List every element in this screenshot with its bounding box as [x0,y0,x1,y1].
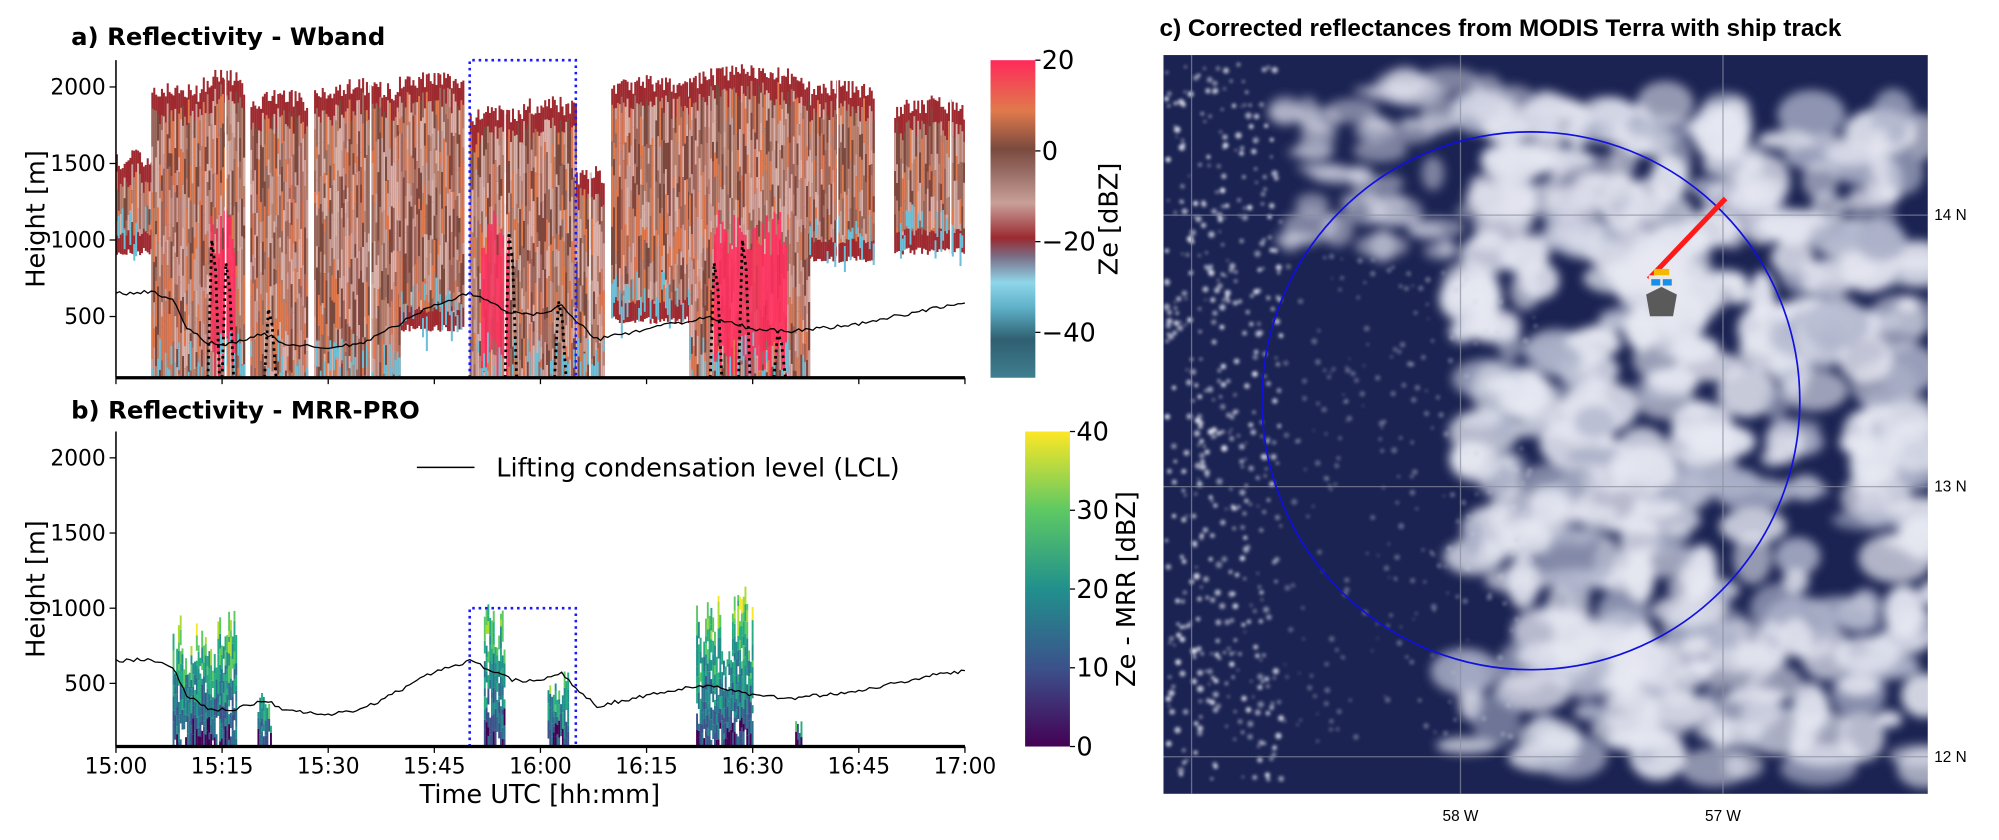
lat-label-13n: 13 N [1934,479,1966,496]
colorbar-tick-label: −20 [1042,228,1096,258]
x-ticks-b: 15:00 15:15 15:30 15:45 16:00 16:15 16:30 16:45… [85,746,997,779]
y-tick-label: 1000 [50,229,105,254]
panel-b-title: b) Reflectivity - MRR-PRO [71,396,420,425]
dotted-traces [206,232,787,378]
y-tick-label: 500 [64,672,106,697]
x-tick-label: 15:00 [85,754,148,779]
x-tick-label: 15:45 [403,754,466,779]
wband-reflectivity-field [115,60,965,378]
x-ticks-a [115,377,966,385]
x-tick-label: 15:30 [297,754,360,779]
x-tick-label: 16:15 [615,754,678,779]
legend-label: Lifting condensation level (LCL) [496,453,899,483]
x-label: Time UTC [hh:mm] [419,780,661,810]
lat-label-14n: 14 N [1934,207,1966,224]
y-ticks-b: 500 1000 1500 2000 [50,447,116,697]
ship-icon [1646,268,1677,317]
lon-label-58w: 58 W [1443,808,1479,825]
x-tick-label: 15:15 [191,754,254,779]
lcl-line-b [115,657,965,716]
x-tick-label: 16:00 [509,754,572,779]
mrr-reflectivity-field [172,586,803,747]
y-ticks-a: 500 1000 1500 2000 [50,76,116,330]
colorbar-tick-label: 0 [1076,732,1092,762]
y-tick-label: 2000 [50,76,105,101]
dotted-trace [772,331,787,378]
range-circle [1261,131,1801,671]
y-tick-label: 1000 [50,597,105,622]
y-label-b: Height [m] [21,520,51,658]
colorbar-a-label: Ze [dBZ] [1094,163,1124,276]
colorbar-b-ticks: 40 30 20 10 0 [1069,417,1109,762]
colorbar-tick-label: 20 [1042,46,1075,76]
y-tick-label: 1500 [50,522,105,547]
lat-label-12n: 12 N [1934,749,1966,766]
y-tick-label: 500 [64,305,106,330]
y-tick-label: 1500 [50,152,105,177]
satellite-image [1163,55,1928,794]
colorbar-b-label: Ze - MRR [dBZ] [1112,491,1142,687]
colorbar-tick-label: 20 [1076,575,1109,605]
panel-a-title: a) Reflectivity - Wband [71,22,385,51]
lcl-line-a [115,289,966,350]
dotted-trace [503,232,519,378]
y-label-a: Height [m] [21,150,51,288]
x-tick-label: 16:30 [721,754,784,779]
colorbar-b [1025,431,1070,747]
ship-track [1646,196,1728,281]
panel-c-title: c) Corrected reflectances from MODIS Ter… [1160,15,1842,42]
colorbar-tick-label: 40 [1076,417,1109,447]
y-tick-label: 2000 [50,447,105,472]
x-tick-label: 16:45 [827,754,890,779]
colorbar-tick-label: −40 [1042,318,1096,348]
x-tick-label: 17:00 [934,754,997,779]
colorbar-tick-label: 10 [1076,654,1109,684]
colorbar-a [990,60,1036,378]
dotted-trace [263,308,278,378]
colorbar-tick-label: 0 [1042,137,1058,167]
lon-label-57w: 57 W [1705,808,1741,825]
colorbar-tick-label: 30 [1076,496,1109,526]
colorbar-a-ticks: 20 0 −20 −40 [1035,46,1096,348]
